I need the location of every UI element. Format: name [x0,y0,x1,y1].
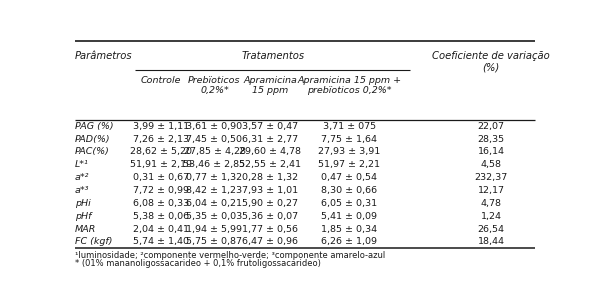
Text: 6,05 ± 0,31: 6,05 ± 0,31 [321,199,377,208]
Text: 51,91 ± 2,19: 51,91 ± 2,19 [130,160,192,169]
Text: Parâmetros: Parâmetros [75,51,133,61]
Text: 6,26 ± 1,09: 6,26 ± 1,09 [322,237,377,246]
Text: 1,94 ± 5,99: 1,94 ± 5,99 [187,224,242,234]
Text: Apramicina
15 ppm: Apramicina 15 ppm [244,76,297,95]
Text: FC (kgf): FC (kgf) [75,237,113,246]
Text: 0,28 ± 1,32: 0,28 ± 1,32 [242,173,298,182]
Text: 7,26 ± 2,13: 7,26 ± 2,13 [133,134,189,144]
Text: Apramicina 15 ppm +
prebïoticos 0,2%*: Apramicina 15 ppm + prebïoticos 0,2%* [297,76,401,95]
Text: 1,77 ± 0,56: 1,77 ± 0,56 [242,224,298,234]
Text: 3,99 ± 1,11: 3,99 ± 1,11 [133,122,189,131]
Text: 5,35 ± 0,03: 5,35 ± 0,03 [187,212,242,221]
Text: Prebïoticos
0,2%*: Prebïoticos 0,2%* [188,76,241,95]
Text: Controle: Controle [141,76,181,85]
Text: 5,90 ± 0,27: 5,90 ± 0,27 [242,199,298,208]
Text: 18,44: 18,44 [478,237,505,246]
Text: pHi: pHi [75,199,91,208]
Text: L*¹: L*¹ [75,160,89,169]
Text: 5,75 ± 0,87: 5,75 ± 0,87 [187,237,242,246]
Text: 6,31 ± 2,77: 6,31 ± 2,77 [242,134,298,144]
Text: 232,37: 232,37 [475,173,508,182]
Text: 51,97 ± 2,21: 51,97 ± 2,21 [319,160,380,169]
Text: 3,61 ± 0,90: 3,61 ± 0,90 [187,122,242,131]
Text: PAD(%): PAD(%) [75,134,110,144]
Text: 7,45 ± 0,50: 7,45 ± 0,50 [187,134,242,144]
Text: * (01% mananoligossacarideo + 0,1% frutoligossacarideo): * (01% mananoligossacarideo + 0,1% fruto… [75,258,321,268]
Text: pHf: pHf [75,212,91,221]
Text: 28,35: 28,35 [478,134,505,144]
Text: 5,38 ± 0,06: 5,38 ± 0,06 [133,212,189,221]
Text: 8,42 ± 1,23: 8,42 ± 1,23 [187,186,242,195]
Text: PAG (%): PAG (%) [75,122,113,131]
Text: a*²: a*² [75,173,89,182]
Text: 27,85 ± 4,28: 27,85 ± 4,28 [184,147,245,156]
Text: 8,30 ± 0,66: 8,30 ± 0,66 [321,186,377,195]
Text: Coeficiente de variação
(%): Coeficiente de variação (%) [432,51,550,73]
Text: 0,77 ± 1,32: 0,77 ± 1,32 [187,173,242,182]
Text: 7,93 ± 1,01: 7,93 ± 1,01 [242,186,298,195]
Text: 0,47 ± 0,54: 0,47 ± 0,54 [322,173,377,182]
Text: 2,04 ± 0,41: 2,04 ± 0,41 [133,224,189,234]
Text: PAC(%): PAC(%) [75,147,110,156]
Text: 1,85 ± 0,34: 1,85 ± 0,34 [321,224,377,234]
Text: 5,36 ± 0,07: 5,36 ± 0,07 [242,212,298,221]
Text: 3,71 ± 075: 3,71 ± 075 [323,122,376,131]
Text: 5,74 ± 1,40: 5,74 ± 1,40 [133,237,189,246]
Text: Tratamentos: Tratamentos [241,51,304,61]
Text: 3,57 ± 0,47: 3,57 ± 0,47 [242,122,298,131]
Text: 0,31 ± 0,67: 0,31 ± 0,67 [133,173,189,182]
Text: a*³: a*³ [75,186,89,195]
Text: 5,41 ± 0,09: 5,41 ± 0,09 [322,212,377,221]
Text: 52,55 ± 2,41: 52,55 ± 2,41 [239,160,301,169]
Text: 4,58: 4,58 [481,160,502,169]
Text: 7,75 ± 1,64: 7,75 ± 1,64 [322,134,377,144]
Text: 6,08 ± 0,33: 6,08 ± 0,33 [133,199,189,208]
Text: 22,07: 22,07 [478,122,505,131]
Text: 1,24: 1,24 [481,212,502,221]
Text: 7,72 ± 0,99: 7,72 ± 0,99 [133,186,189,195]
Text: 29,60 ± 4,78: 29,60 ± 4,78 [239,147,301,156]
Text: 12,17: 12,17 [478,186,505,195]
Text: 27,93 ± 3,91: 27,93 ± 3,91 [318,147,380,156]
Text: 4,78: 4,78 [481,199,502,208]
Text: 6,04 ± 0,21: 6,04 ± 0,21 [187,199,242,208]
Text: MAR: MAR [75,224,97,234]
Text: 53,46 ± 2,85: 53,46 ± 2,85 [184,160,245,169]
Text: 16,14: 16,14 [478,147,505,156]
Text: 6,47 ± 0,96: 6,47 ± 0,96 [242,237,298,246]
Text: ¹luminosidade; ²componente vermelho-verde; ³componente amarelo-azul: ¹luminosidade; ²componente vermelho-verd… [75,251,385,260]
Text: 26,54: 26,54 [478,224,505,234]
Text: 28,62 ± 5,20: 28,62 ± 5,20 [130,147,192,156]
